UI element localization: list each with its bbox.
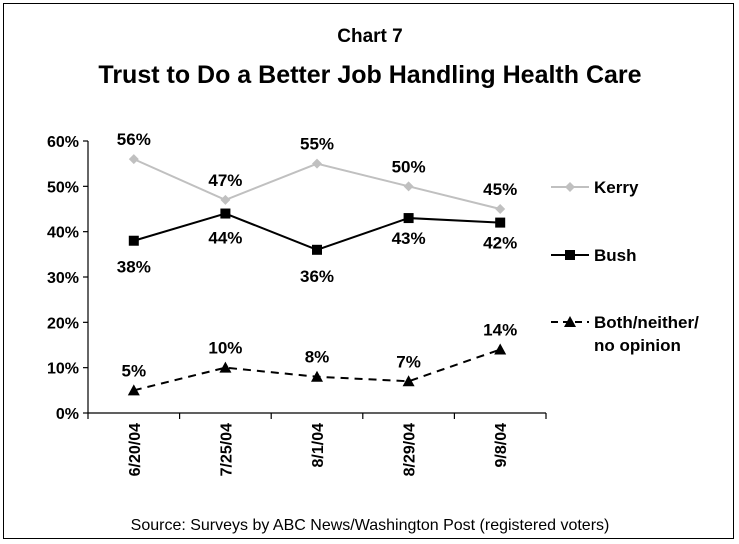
x-tick-label: 6/20/04 <box>127 423 144 476</box>
kerry-series: 56% 47% 55% 50% 45% <box>117 130 517 214</box>
bush-marker <box>128 235 139 246</box>
both-neither-data-label: 5% <box>122 361 147 380</box>
legend-kerry-marker <box>565 182 575 192</box>
kerry-marker <box>403 181 414 192</box>
both-neither-data-label: 7% <box>396 352 421 371</box>
kerry-data-label: 55% <box>300 135 334 154</box>
bush-data-label: 42% <box>483 234 517 253</box>
series-layer: 56% 47% 55% 50% 45% 38% 44% 36% 43% 42% 5% 10% 8% 7% 1… <box>117 130 517 396</box>
both-neither-marker <box>219 361 232 373</box>
both-neither-marker <box>127 384 140 396</box>
x-tick-label: 8/1/04 <box>310 423 327 468</box>
kerry-marker <box>495 204 506 214</box>
bush-data-label: 36% <box>300 267 334 286</box>
chart-title: Trust to Do a Better Job Handling Health… <box>98 61 641 89</box>
legend-both-neither-marker <box>564 316 576 327</box>
both-neither-data-label: 8% <box>305 348 330 367</box>
chart-title-top: Chart 7 <box>337 26 402 47</box>
legend-item-both-neither: Both/neither/no opinion <box>551 313 699 355</box>
legend-bush-marker <box>565 250 575 260</box>
both-neither-data-label: 10% <box>208 339 242 358</box>
y-tick-label: 40% <box>47 225 79 242</box>
kerry-data-label: 56% <box>117 130 151 149</box>
bush-data-label: 44% <box>208 229 242 248</box>
legend-label-both-neither: Both/neither/ <box>594 313 699 332</box>
legend-label-bush: Bush <box>594 246 637 265</box>
kerry-marker <box>312 158 322 169</box>
chart-source: Source: Surveys by ABC News/Washington P… <box>131 517 610 534</box>
both-neither-marker <box>402 375 415 387</box>
kerry-data-label: 45% <box>483 180 517 199</box>
kerry-data-label: 50% <box>392 157 426 176</box>
bush-data-label: 38% <box>117 258 151 277</box>
both-neither-marker <box>311 370 323 382</box>
kerry-marker <box>128 154 139 165</box>
bush-data-label: 43% <box>392 229 426 248</box>
y-tick-label: 30% <box>47 270 79 287</box>
legend-item-kerry: Kerry <box>551 178 639 197</box>
x-tick-label: 7/25/04 <box>218 423 235 476</box>
y-tick-label: 0% <box>56 406 79 423</box>
bush-marker <box>495 217 506 228</box>
bush-marker <box>220 208 231 219</box>
x-tick-label: 8/29/04 <box>402 423 419 476</box>
y-axis-ticks: 0% 10% 20% 30% 40% 50% 60% <box>47 134 88 423</box>
x-axis-ticks: 6/20/04 7/25/04 8/1/04 8/29/04 9/8/04 <box>87 413 547 476</box>
legend-item-bush: Bush <box>551 246 637 265</box>
legend-label-kerry: Kerry <box>594 178 639 197</box>
y-tick-label: 20% <box>47 315 79 332</box>
y-tick-label: 60% <box>47 134 79 151</box>
kerry-data-label: 47% <box>208 171 242 190</box>
chart-frame <box>3 3 734 539</box>
kerry-marker <box>220 194 231 205</box>
both-neither-marker <box>494 343 507 355</box>
bush-marker <box>312 244 322 255</box>
legend-label-both-neither-line2: no opinion <box>594 336 681 355</box>
bush-series: 38% 44% 36% 43% 42% <box>117 208 517 286</box>
both-neither-data-label: 14% <box>483 321 517 340</box>
y-tick-label: 10% <box>47 361 79 378</box>
bush-marker <box>403 213 414 224</box>
bush-line <box>133 212 501 251</box>
y-tick-label: 50% <box>47 179 79 196</box>
legend: Kerry Bush Both/neither/no opinion <box>551 178 699 355</box>
both-neither-series: 5% 10% 8% 7% 14% <box>122 321 517 396</box>
x-tick-label: 9/8/04 <box>493 423 510 468</box>
